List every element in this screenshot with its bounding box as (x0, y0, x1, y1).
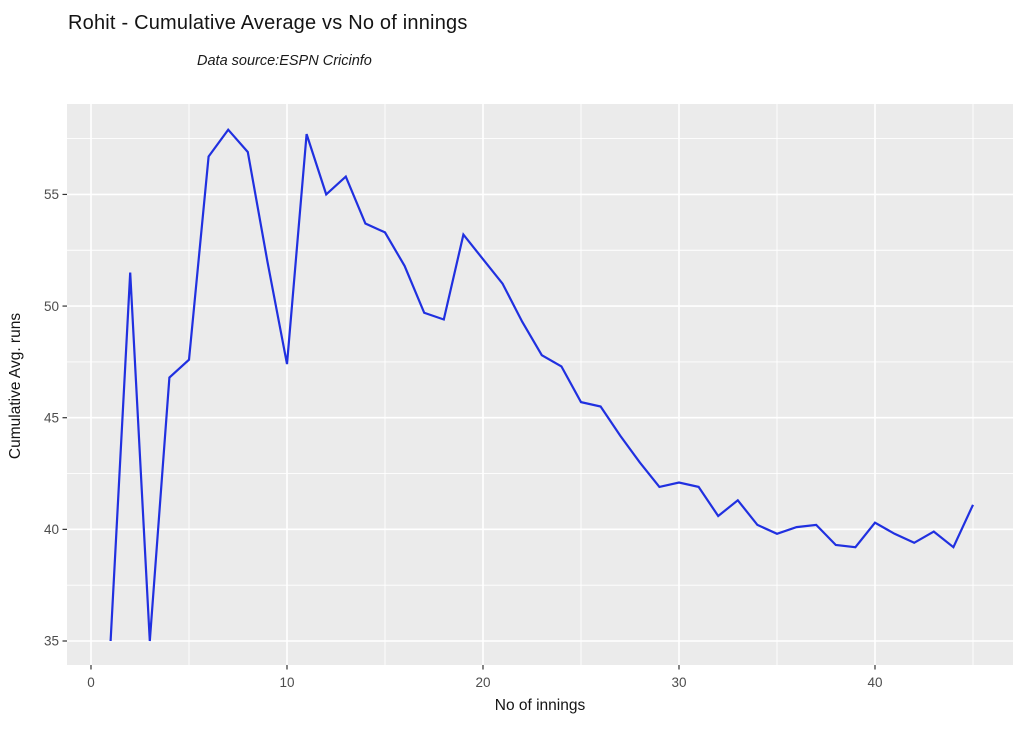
x-tick-label: 30 (671, 675, 686, 690)
y-tick-label: 40 (44, 522, 59, 537)
x-tick-label: 20 (475, 675, 490, 690)
chart-title: Rohit - Cumulative Average vs No of inni… (68, 12, 468, 34)
x-tick-label: 10 (279, 675, 294, 690)
x-axis-title: No of innings (494, 697, 586, 714)
y-tick-label: 50 (44, 299, 59, 314)
x-tick-label: 40 (867, 675, 882, 690)
plot-panel (67, 104, 1013, 665)
y-tick-label: 35 (44, 634, 59, 649)
cumulative-average-line (109, 127, 974, 642)
chart-subtitle: Data source:ESPN Cricinfo (197, 53, 372, 69)
y-tick-label: 45 (44, 410, 59, 425)
y-tick-label: 55 (44, 187, 59, 202)
x-tick-label: 0 (87, 675, 95, 690)
